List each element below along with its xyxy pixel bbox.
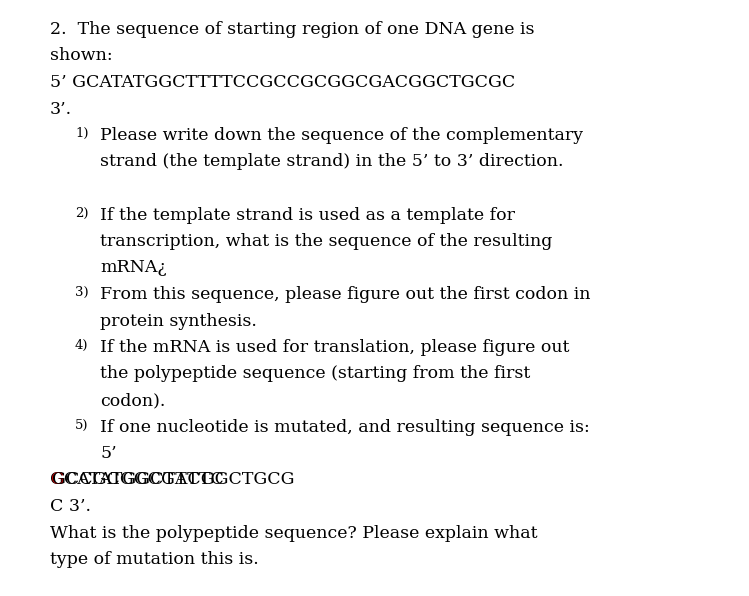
Text: 5’ GCATATGGCTTTTCCGCCGCGGCGACGGCTGCGC: 5’ GCATATGGCTTTTCCGCCGCGGCGACGGCTGCGC [50, 74, 515, 91]
Text: C 3’.: C 3’. [50, 498, 91, 515]
Text: codon).: codon). [100, 392, 166, 409]
Text: If the mRNA is used for translation, please figure out: If the mRNA is used for translation, ple… [100, 339, 569, 356]
Text: 5): 5) [75, 418, 88, 432]
Text: Please write down the sequence of the complementary: Please write down the sequence of the co… [100, 127, 583, 144]
Text: 2): 2) [75, 206, 88, 219]
Text: shown:: shown: [50, 48, 112, 64]
Text: strand (the template strand) in the 5’ to 3’ direction.: strand (the template strand) in the 5’ t… [100, 154, 563, 170]
Text: 2.  The sequence of starting region of one DNA gene is: 2. The sequence of starting region of on… [50, 21, 535, 38]
Text: transcription, what is the sequence of the resulting: transcription, what is the sequence of t… [100, 233, 552, 250]
Text: the polypeptide sequence (starting from the first: the polypeptide sequence (starting from … [100, 365, 530, 383]
Text: 5’: 5’ [100, 445, 117, 462]
Text: 4): 4) [75, 339, 88, 352]
Text: G: G [51, 471, 65, 489]
Text: What is the polypeptide sequence? Please explain what: What is the polypeptide sequence? Please… [50, 524, 538, 542]
Text: 3’.: 3’. [50, 101, 72, 117]
Text: GCATATGGCTTTTC: GCATATGGCTTTTC [50, 471, 224, 489]
Text: 3): 3) [75, 286, 88, 299]
Text: type of mutation this is.: type of mutation this is. [50, 551, 258, 568]
Text: If the template strand is used as a template for: If the template strand is used as a temp… [100, 206, 515, 224]
Text: 1): 1) [75, 127, 88, 140]
Text: If one nucleotide is mutated, and resulting sequence is:: If one nucleotide is mutated, and result… [100, 418, 589, 436]
Text: GCCGCGGCGACGGCTGCG: GCCGCGGCGACGGCTGCG [52, 471, 294, 489]
Text: mRNA¿: mRNA¿ [100, 259, 166, 277]
Text: protein synthesis.: protein synthesis. [100, 312, 257, 330]
Text: From this sequence, please figure out the first codon in: From this sequence, please figure out th… [100, 286, 590, 303]
